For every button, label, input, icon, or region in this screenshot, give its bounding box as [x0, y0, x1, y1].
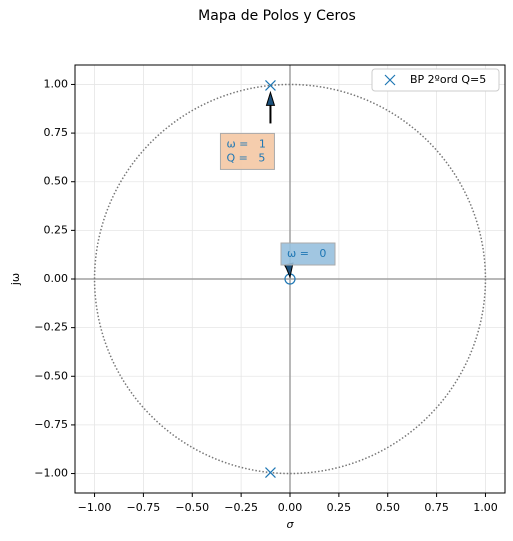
y-tick-label: −0.50 — [34, 369, 68, 382]
pole-marker — [265, 467, 276, 478]
annotation-text: Q = 5 — [226, 151, 265, 164]
y-axis-label: jω — [9, 273, 22, 286]
legend-marker — [384, 74, 396, 86]
x-tick-label: 0.25 — [327, 501, 352, 514]
annotation-text: ω = 0 — [287, 247, 326, 260]
annotation-arrowhead — [265, 90, 276, 106]
x-tick-label: −0.75 — [127, 501, 161, 514]
y-tick-label: 0.50 — [44, 175, 69, 188]
x-tick-label: −1.00 — [78, 501, 112, 514]
y-tick-label: 0.75 — [44, 126, 69, 139]
annotation-text: ω = 1 — [226, 137, 265, 150]
x-tick-label: 0.75 — [424, 501, 449, 514]
y-tick-label: 0.00 — [44, 272, 69, 285]
x-tick-label: 0.00 — [278, 501, 303, 514]
y-tick-label: −1.00 — [34, 467, 68, 480]
pole-marker — [265, 80, 276, 91]
y-tick-label: 1.00 — [44, 77, 69, 90]
x-axis-label: σ — [287, 518, 295, 531]
unit-circle — [93, 83, 487, 475]
x-tick-label: −0.50 — [175, 501, 209, 514]
annotation-box — [280, 242, 336, 266]
y-tick-label: −0.75 — [34, 418, 68, 431]
legend-label: BP 2ºord Q=5 — [410, 73, 486, 86]
x-tick-label: −0.25 — [224, 501, 258, 514]
plot-frame — [74, 64, 506, 494]
x-tick-label: 0.50 — [375, 501, 400, 514]
chart-title: Mapa de Polos y Ceros — [198, 8, 356, 24]
x-tick-label: 1.00 — [473, 501, 498, 514]
y-tick-label: 0.25 — [44, 223, 69, 236]
legend-box — [371, 68, 500, 92]
y-tick-label: −0.25 — [34, 321, 68, 334]
annotation-box — [219, 132, 275, 170]
